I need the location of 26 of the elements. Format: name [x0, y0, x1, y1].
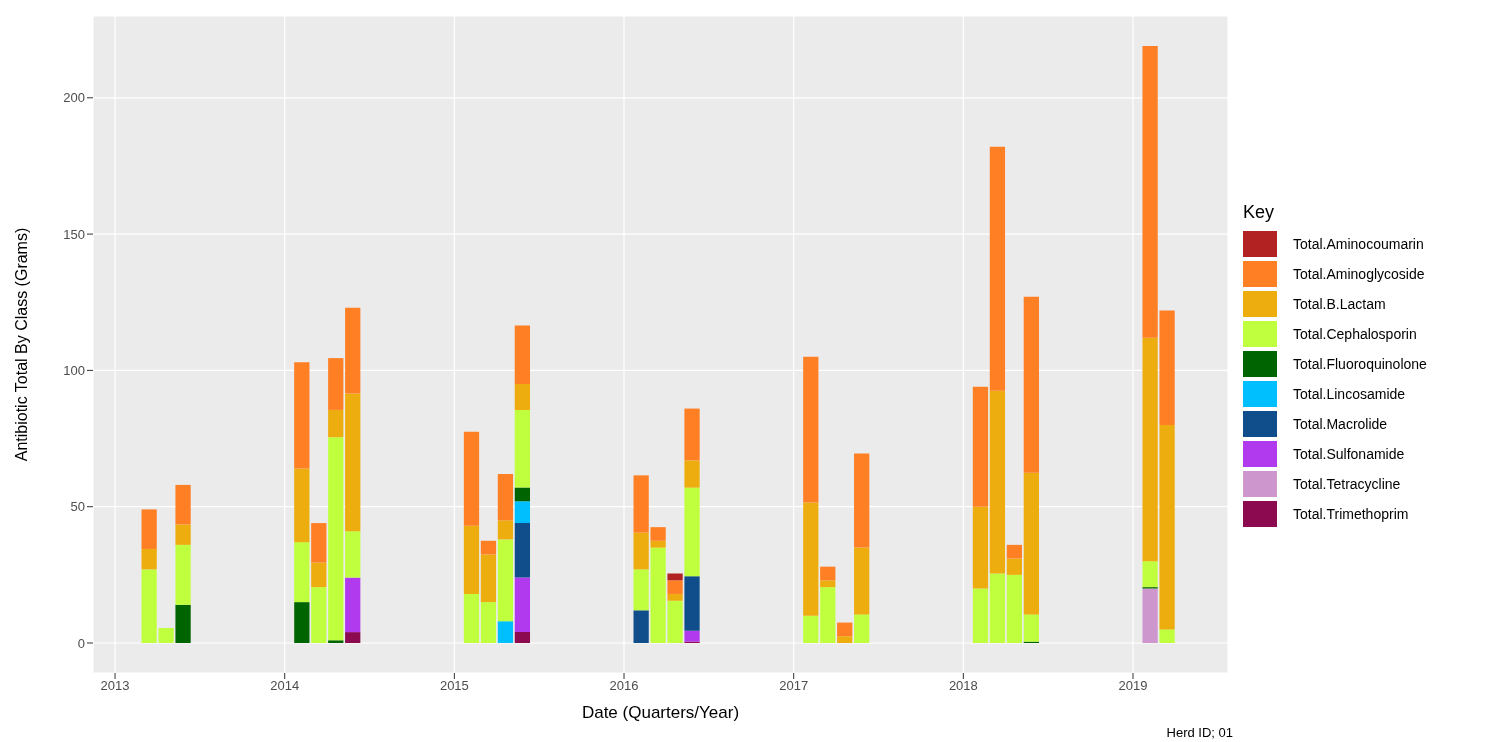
x-tick-label: 2015 [439, 678, 469, 694]
x-tick-label: 2018 [948, 678, 978, 694]
text: Herd ID; 01 [1166, 725, 1233, 740]
y-tick-label: 100 [63, 363, 85, 379]
legend-label: Total.Trimethoprim [1293, 506, 1409, 522]
x-axis-title: Date (Quarters/Year) [581, 703, 740, 722]
legend-label: Total.Macrolide [1293, 416, 1388, 432]
y-tick-label: 150 [63, 226, 85, 242]
legend-label: Total.Tetracycline [1293, 476, 1401, 492]
x-tick-label: 2019 [1118, 678, 1148, 694]
legend-title: Key [1243, 202, 1276, 223]
x-tick-label: 2014 [270, 678, 300, 694]
legend-label: Total.Sulfonamide [1293, 446, 1405, 462]
legend-label: Total.Fluoroquinolone [1293, 356, 1427, 372]
y-axis-title: Antibiotic Total By Class (Grams) [12, 227, 30, 462]
legend-label: Total.Lincosamide [1293, 386, 1406, 402]
y-tick-label: 50 [70, 499, 85, 515]
legend-label: Total.Aminocoumarin [1293, 236, 1424, 252]
legend-label: Total.Aminoglycoside [1293, 266, 1425, 282]
legend-label: Total.Cephalosporin [1293, 326, 1417, 342]
y-tick-label: 0 [77, 635, 85, 651]
x-tick-label: 2013 [100, 678, 130, 694]
legend-label: Total.B.Lactam [1293, 296, 1386, 312]
x-tick-label: 2017 [779, 678, 809, 694]
y-tick-label: 200 [63, 90, 85, 106]
x-tick-label: 2016 [609, 678, 639, 694]
